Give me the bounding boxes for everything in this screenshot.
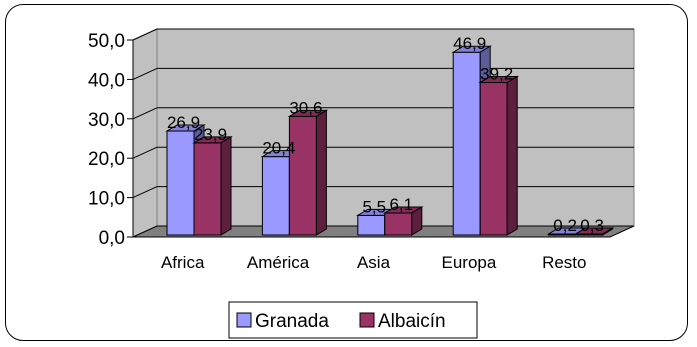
bar-side <box>315 109 327 236</box>
y-tick-label: 0,0 <box>99 228 125 249</box>
gridline-side <box>132 146 158 159</box>
chart-bars <box>165 45 615 236</box>
bar-granada-europa <box>452 51 481 236</box>
x-tick-label: Asia <box>357 253 391 272</box>
bar-albaicín-africa <box>193 142 222 236</box>
data-label: 0,2 <box>553 216 577 235</box>
y-tick-label: 20,0 <box>88 149 125 170</box>
y-tick-label: 40,0 <box>88 70 125 91</box>
gridline-side <box>132 67 158 80</box>
legend-swatch-granada <box>236 312 252 328</box>
data-label: 0,3 <box>580 216 604 235</box>
side-wall <box>132 28 158 238</box>
bar-albaicín-asia <box>384 212 413 236</box>
bar-side <box>602 227 614 236</box>
data-label: 20,4 <box>262 139 295 158</box>
data-label: 30,6 <box>289 98 322 117</box>
y-tick-label: 50,0 <box>88 31 125 52</box>
x-tick-label: Resto <box>542 253 586 272</box>
bar-side <box>506 75 518 236</box>
legend-swatch-albaicín <box>359 312 375 328</box>
bar-granada-américa <box>261 156 290 236</box>
gridline-side <box>132 107 158 120</box>
bar-side <box>220 135 232 236</box>
bar-side <box>411 206 423 236</box>
bar-granada-africa <box>166 130 195 236</box>
chart-legend: Granada Albaicín <box>228 301 478 339</box>
data-label: 23,9 <box>194 125 227 144</box>
x-tick-label: Europa <box>441 253 496 272</box>
legend-label-granada: Granada <box>255 311 329 332</box>
data-label: 5,5 <box>362 197 386 216</box>
gridline-side <box>132 186 158 199</box>
chart-gridlines <box>132 28 634 199</box>
x-tick-label: Africa <box>161 253 205 272</box>
x-axis: Africa América Asia Europa Resto <box>161 253 587 272</box>
chart-data-labels: 26,923,9 20,4 30,6 5,5 6,1 46,9 39,2 0,2 0,3 <box>167 34 604 235</box>
legend-label-albaicín: Albaicín <box>378 311 446 332</box>
data-label: 26,9 <box>167 113 200 132</box>
y-tick-label: 30,0 <box>88 110 125 131</box>
y-tick-label: 10,0 <box>88 189 125 210</box>
data-label: 46,9 <box>453 34 486 53</box>
x-tick-label: América <box>247 253 310 272</box>
data-label: 6,1 <box>389 195 413 214</box>
data-label: 39,2 <box>480 65 513 84</box>
y-axis: 0,0 10,0 20,0 30,0 40,0 50,0 <box>88 31 134 249</box>
bar-albaicín-américa <box>288 115 317 236</box>
gridline-side <box>132 28 158 41</box>
bar-granada-asia <box>357 214 386 236</box>
legend-box <box>228 301 478 339</box>
bar-albaicín-europa <box>479 82 508 236</box>
